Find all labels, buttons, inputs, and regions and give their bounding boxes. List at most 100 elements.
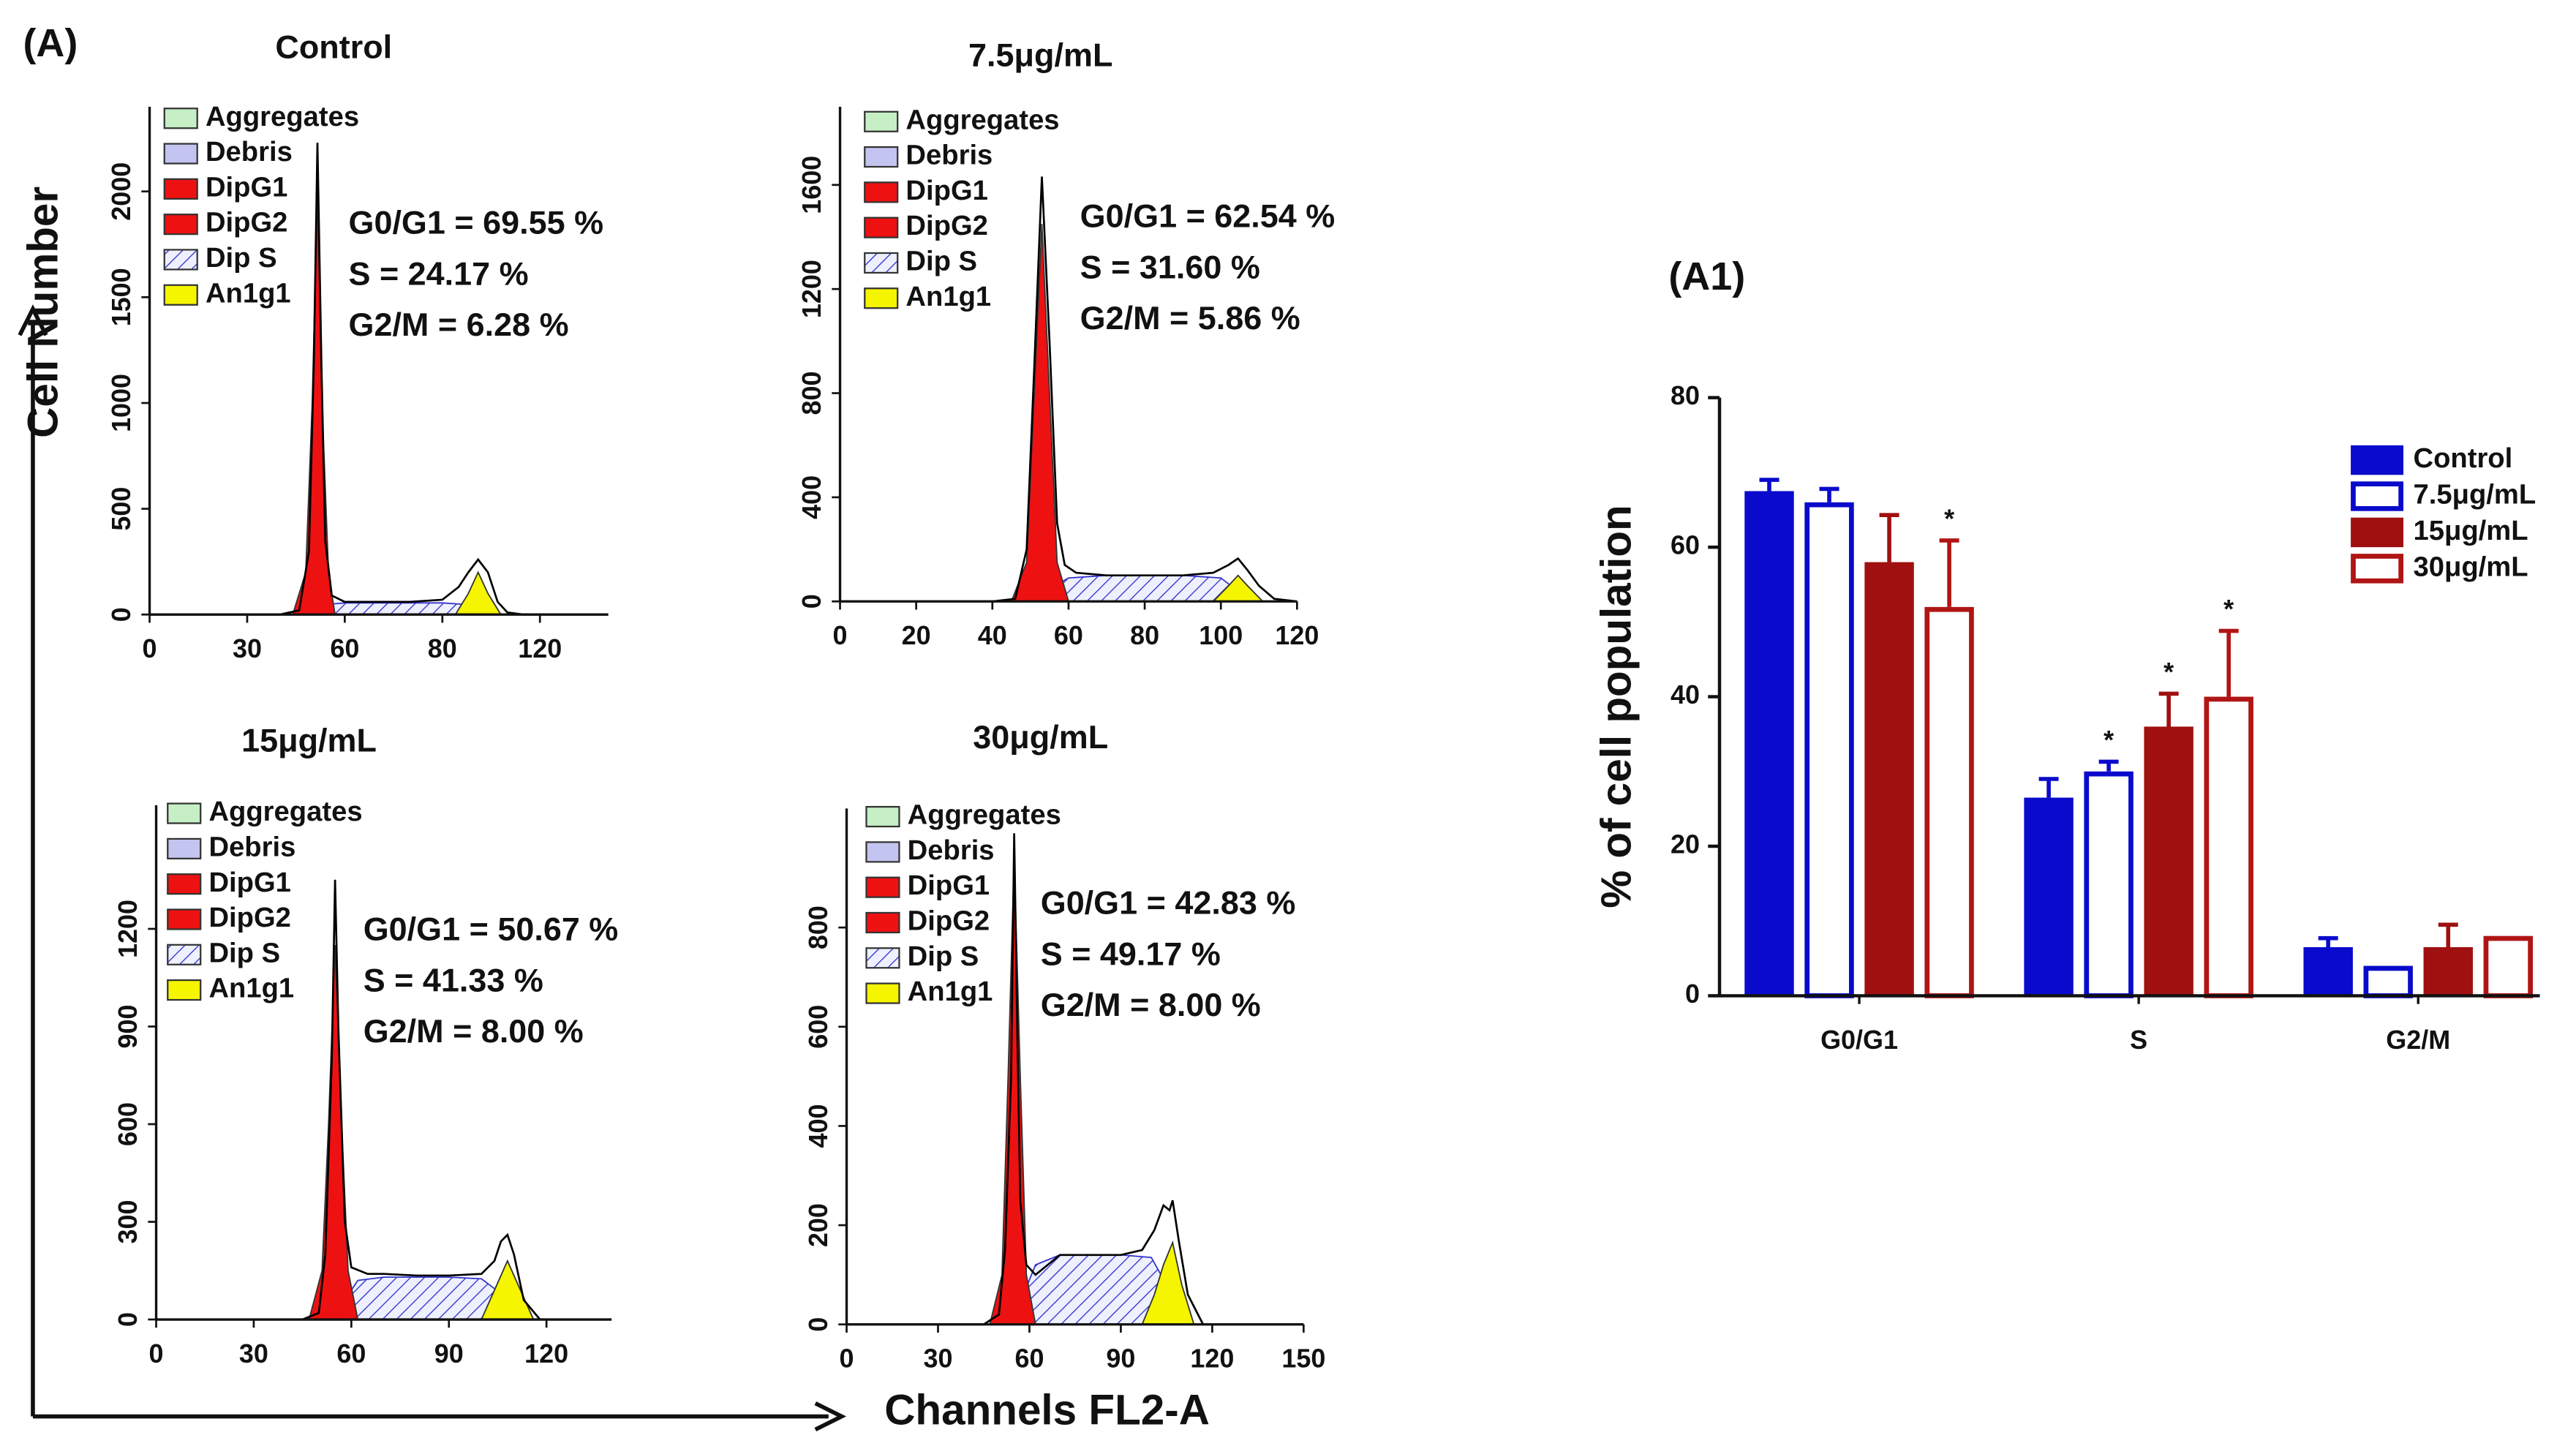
legend-label: Debris	[905, 140, 993, 171]
legend-swatch	[864, 252, 899, 274]
legend-swatch	[167, 873, 202, 895]
chart-title: Control	[275, 28, 392, 65]
x-tick-label: S	[2130, 1025, 2147, 1055]
x-arrow-head	[814, 1401, 847, 1432]
histogram-area	[292, 191, 336, 615]
y-tick-label: 2000	[106, 162, 136, 221]
annotation: G0/G1 = 69.55 %	[348, 204, 603, 241]
annotation: G0/G1 = 50.67 %	[364, 911, 619, 948]
legend-label: DipG1	[206, 171, 287, 203]
x-tick-label: 120	[518, 633, 562, 663]
legend-swatch	[167, 802, 202, 824]
legend-label: An1g1	[206, 277, 291, 309]
x-tick-label: 80	[1130, 620, 1159, 650]
legend-label: An1g1	[905, 281, 991, 312]
legend-swatch	[865, 841, 900, 863]
legend-label: DipG2	[908, 905, 990, 937]
histogram-area	[1213, 574, 1264, 602]
legend-swatch	[865, 876, 900, 898]
histogram-line	[846, 833, 1304, 1326]
x-tick-label: 40	[978, 620, 1007, 650]
y-tick-label: 600	[803, 1005, 833, 1049]
legend-swatch	[865, 911, 900, 934]
legend-label: Debris	[908, 835, 995, 866]
legend-swatch	[864, 216, 899, 238]
legend-label: Dip S	[905, 246, 977, 277]
y-tick-label: 400	[803, 1104, 833, 1148]
bar	[2303, 946, 2353, 996]
y-tick-label: 900	[113, 1004, 143, 1048]
x-tick-label: 0	[149, 1338, 164, 1368]
legend-label: Dip S	[206, 242, 277, 274]
legend-swatch	[163, 214, 198, 236]
annotation: G0/G1 = 42.83 %	[1041, 884, 1296, 922]
legend-label: DipG2	[208, 902, 290, 933]
bar	[1864, 562, 1914, 996]
x-tick-label: 30	[233, 633, 262, 663]
chart-title: (A1)	[1668, 255, 1745, 298]
legend-swatch	[163, 284, 198, 306]
x-tick-label: 30	[239, 1338, 268, 1368]
significance-marker: *	[1944, 503, 1954, 533]
legend-swatch	[163, 249, 198, 271]
y-tick-label: 40	[1671, 679, 1700, 709]
y-tick-label: 400	[796, 475, 826, 519]
legend-swatch	[163, 108, 198, 129]
legend-label: DipG1	[208, 867, 290, 898]
legend-swatch	[163, 143, 198, 165]
y-tick-label: 0	[803, 1317, 833, 1332]
x-tick-label: G0/G1	[1820, 1025, 1898, 1055]
bar	[2483, 935, 2534, 998]
y-axis-label: Cell Number	[19, 187, 67, 438]
x-tick-label: 60	[1054, 620, 1083, 650]
x-tick-label: 120	[1190, 1344, 1234, 1374]
annotation: G2/M = 8.00 %	[1041, 986, 1261, 1023]
x-tick-label: 60	[336, 1338, 366, 1368]
histogram-line	[156, 879, 612, 1321]
legend-label: DipG2	[206, 207, 287, 238]
x-tick-label: 80	[428, 633, 457, 663]
y-tick-label: 300	[113, 1200, 143, 1244]
legend-label: Aggregates	[908, 799, 1061, 831]
annotation: G2/M = 5.86 %	[1080, 299, 1300, 336]
legend-label: 30μg/mL	[2413, 551, 2528, 582]
legend-label: DipG1	[905, 175, 987, 206]
legend-swatch	[2351, 517, 2404, 548]
legend-swatch	[864, 287, 899, 309]
x-tick-label: G2/M	[2386, 1025, 2450, 1055]
x-tick-label: 20	[902, 620, 931, 650]
legend-label: 15μg/mL	[2413, 515, 2528, 546]
x-tick-label: 120	[1275, 620, 1319, 650]
y-tick-label: 20	[1671, 829, 1700, 859]
x-tick-label: 90	[434, 1338, 464, 1368]
bar	[2144, 726, 2193, 996]
chart-title: 30μg/mL	[973, 718, 1108, 756]
y-tick-label: 0	[1685, 979, 1700, 1009]
legend-label: DipG2	[905, 210, 987, 241]
chart-title: 7.5μg/mL	[968, 37, 1112, 74]
significance-marker: *	[2104, 725, 2114, 755]
annotation: S = 31.60 %	[1080, 248, 1260, 285]
annotation: S = 41.33 %	[364, 961, 543, 998]
histogram-area	[454, 571, 502, 615]
bar	[2084, 771, 2134, 998]
bar	[2204, 696, 2253, 998]
x-tick-label: 0	[833, 620, 848, 650]
legend-swatch	[864, 181, 899, 203]
legend-swatch	[2351, 445, 2404, 475]
y-tick-label: 500	[106, 487, 136, 531]
legend-swatch	[167, 837, 202, 859]
annotation: G0/G1 = 62.54 %	[1080, 197, 1336, 235]
annotation: S = 24.17 %	[348, 255, 528, 292]
x-axis-label: Channels FL2-A	[884, 1387, 1210, 1434]
y-tick-label: 0	[113, 1312, 143, 1327]
histogram-line	[840, 176, 1298, 603]
annotation: G2/M = 6.28 %	[348, 306, 568, 343]
panel-label: (A)	[23, 21, 78, 65]
legend-swatch	[865, 947, 900, 969]
legend-label: Debris	[208, 831, 295, 862]
y-axis-label: % of cell population	[1592, 505, 1640, 908]
x-tick-label: 120	[524, 1338, 568, 1368]
legend-swatch	[2351, 481, 2404, 511]
y-tick-label: 1000	[106, 374, 136, 432]
